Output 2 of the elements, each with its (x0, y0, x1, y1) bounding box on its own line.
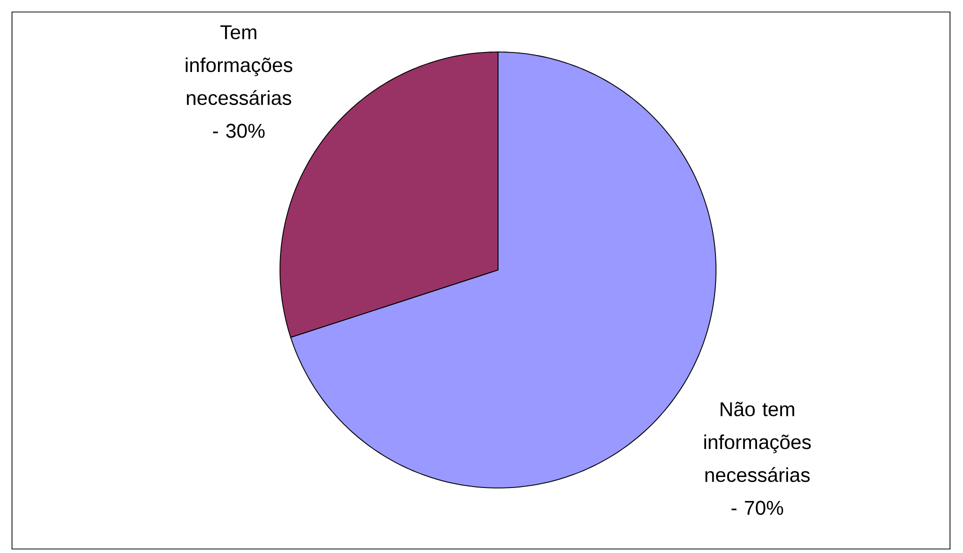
slice-label: Tem informações necessárias - 30% (186, 25, 292, 138)
slice-label: Não tem informações necessárias - 70% (704, 402, 811, 515)
